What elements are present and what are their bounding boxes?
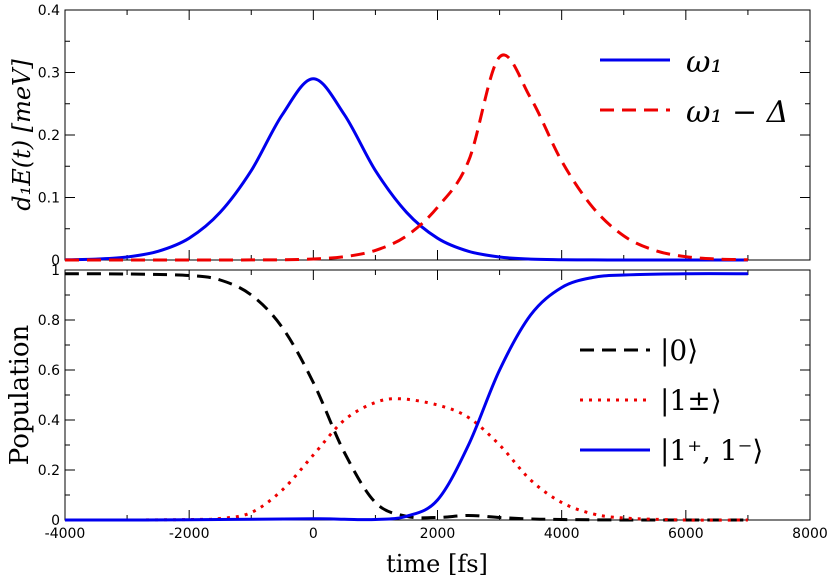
- bottom-ytick-label: 0: [51, 513, 60, 529]
- top-series-line-0: [64, 77, 748, 262]
- bottom-xtick-label: 0: [309, 526, 318, 542]
- bottom-ylabel: Population: [5, 325, 35, 466]
- top-ytick-label: 0.3: [38, 66, 60, 82]
- top-ytick-label: 0: [51, 253, 60, 269]
- bottom-panel-ticks: 0 0.2 0.4 0.6 0.8 1 -4000 -2000 0 2000 4000 6000 800…: [38, 263, 828, 542]
- legend-label-omega1-minus-delta: ω₁ − Δ: [686, 95, 788, 130]
- bottom-xtick-label: 8000: [792, 526, 828, 542]
- bottom-legend: |0⟩ |1±⟩ |1⁺, 1⁻⟩: [580, 334, 763, 467]
- top-ytick-label: 0.2: [38, 128, 60, 144]
- top-legend: ω₁ ω₁ − Δ: [600, 45, 788, 130]
- bottom-xtick-label: -4000: [45, 526, 86, 542]
- top-ytick-label: 0.4: [38, 3, 60, 19]
- top-series-line-1: [65, 53, 748, 262]
- legend-label-omega1: ω₁: [686, 45, 723, 80]
- bottom-ytick-label: 0.2: [38, 463, 60, 479]
- top-ylabel: d₁E(t) [meV]: [8, 59, 36, 211]
- bottom-series-line-0: [64, 272, 748, 522]
- bottom-series-line-2: [64, 272, 748, 522]
- legend-label-ket0: |0⟩: [660, 334, 698, 367]
- top-panel-series: [64, 53, 748, 262]
- bottom-ytick-label: 0.6: [38, 363, 60, 379]
- bottom-xtick-label: 6000: [668, 526, 704, 542]
- bottom-series-line-1: [64, 397, 748, 522]
- top-ytick-label: 0.1: [38, 191, 60, 207]
- bottom-panel-series: [64, 272, 748, 522]
- bottom-xtick-label: -2000: [169, 526, 210, 542]
- legend-label-ket1pm: |1±⟩: [660, 384, 722, 417]
- top-panel-ticks: 0 0.1 0.2 0.3 0.4: [38, 3, 811, 269]
- bottom-ytick-label: 1: [51, 263, 60, 279]
- bottom-xtick-label: 2000: [420, 526, 456, 542]
- bottom-ytick-label: 0.8: [38, 313, 60, 329]
- bottom-xlabel: time [fs]: [386, 550, 488, 578]
- bottom-ytick-label: 0.4: [38, 413, 60, 429]
- legend-label-ket1p1m: |1⁺, 1⁻⟩: [660, 434, 763, 467]
- bottom-xtick-label: 4000: [544, 526, 580, 542]
